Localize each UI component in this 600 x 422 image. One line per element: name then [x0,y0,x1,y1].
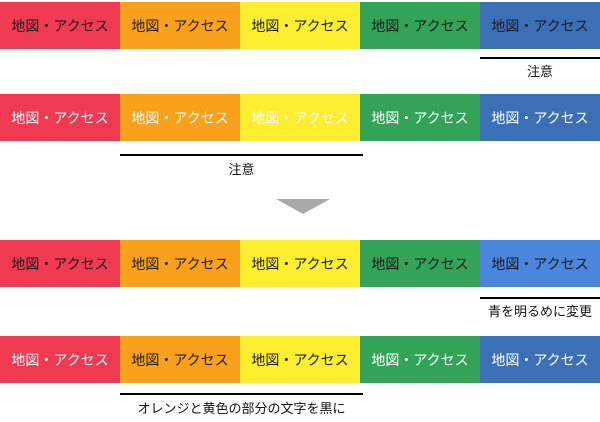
nav-button-label: 地図・アクセス [131,255,229,272]
caution-label: 注意 [228,162,255,177]
nav-button-label: 地図・アクセス [371,109,469,126]
caution-label: 注意 [526,64,553,79]
nav-button-map-access[interactable]: 地図・アクセス [120,2,240,49]
nav-button-label: 地図・アクセス [491,109,589,126]
nav-button-map-access[interactable]: 地図・アクセス [120,94,240,141]
warm-text-change-label: オレンジと黄色の部分の文字を黒に [137,401,346,416]
nav-button-map-access[interactable]: 地図・アクセス [0,94,120,141]
nav-button-label: 地図・アクセス [251,351,349,368]
blue-change-underline [480,297,600,299]
nav-button-map-access[interactable]: 地図・アクセス [360,240,480,287]
nav-button-label: 地図・アクセス [251,255,349,272]
nav-button-map-access[interactable]: 地図・アクセス [120,336,240,383]
nav-button-label: 地図・アクセス [11,351,109,368]
nav-bar-fixed-white-text: 地図・アクセス 地図・アクセス 地図・アクセス 地図・アクセス 地図・アクセス [0,336,600,383]
nav-button-label: 地図・アクセス [251,109,349,126]
nav-button-label: 地図・アクセス [491,351,589,368]
caution-underline [120,154,363,156]
blue-change-label: 青を明るめに変更 [487,304,592,319]
nav-button-label: 地図・アクセス [371,351,469,368]
nav-button-label: 地図・アクセス [251,17,349,34]
nav-button-map-access[interactable]: 地図・アクセス [360,336,480,383]
warm-text-change-underline [120,393,363,395]
nav-button-map-access[interactable]: 地図・アクセス [120,240,240,287]
nav-button-map-access[interactable]: 地図・アクセス [480,2,600,49]
nav-button-map-access[interactable]: 地図・アクセス [0,240,120,287]
nav-button-label: 地図・アクセス [131,109,229,126]
nav-button-map-access[interactable]: 地図・アクセス [480,336,600,383]
nav-button-label: 地図・アクセス [491,17,589,34]
nav-button-map-access[interactable]: 地図・アクセス [240,240,360,287]
nav-button-map-access[interactable]: 地図・アクセス [240,2,360,49]
nav-bar-fixed-black-text: 地図・アクセス 地図・アクセス 地図・アクセス 地図・アクセス 地図・アクセス [0,240,600,287]
nav-button-map-access[interactable]: 地図・アクセス [360,94,480,141]
nav-button-map-access[interactable]: 地図・アクセス [0,336,120,383]
nav-bar-original-white-text: 地図・アクセス 地図・アクセス 地図・アクセス 地図・アクセス 地図・アクセス [0,94,600,141]
nav-bar-original-black-text: 地図・アクセス 地図・アクセス 地図・アクセス 地図・アクセス 地図・アクセス [0,2,600,49]
nav-button-map-access[interactable]: 地図・アクセス [240,94,360,141]
nav-button-label: 地図・アクセス [11,17,109,34]
nav-button-label: 地図・アクセス [491,255,589,272]
caution-underline [480,57,600,59]
nav-button-label: 地図・アクセス [371,17,469,34]
nav-button-label: 地図・アクセス [11,109,109,126]
nav-button-map-access[interactable]: 地図・アクセス [480,240,600,287]
nav-button-map-access[interactable]: 地図・アクセス [360,2,480,49]
nav-button-map-access[interactable]: 地図・アクセス [240,336,360,383]
nav-button-label: 地図・アクセス [11,255,109,272]
down-arrow-icon [276,199,330,214]
nav-button-map-access[interactable]: 地図・アクセス [480,94,600,141]
nav-button-label: 地図・アクセス [131,17,229,34]
nav-button-label: 地図・アクセス [131,351,229,368]
nav-button-label: 地図・アクセス [371,255,469,272]
nav-button-map-access[interactable]: 地図・アクセス [0,2,120,49]
